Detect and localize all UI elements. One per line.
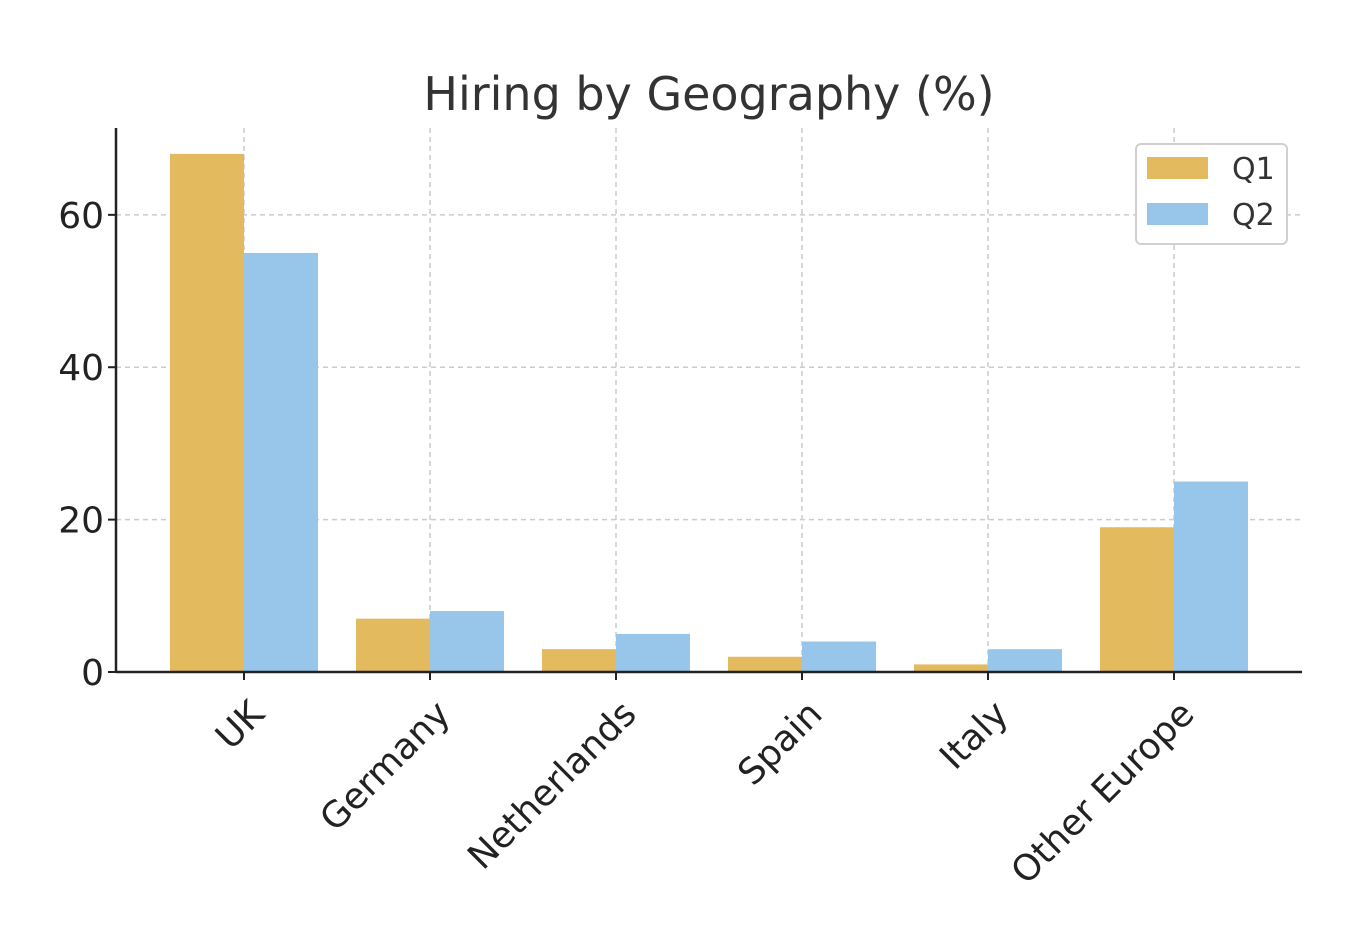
bar-q2-other-europe	[1174, 481, 1248, 672]
bar-q2-uk	[244, 252, 318, 672]
bar-q1-germany	[356, 618, 430, 672]
bar-q1-uk	[170, 153, 244, 672]
x-tick-label: UK	[208, 692, 273, 757]
legend-swatch-q2	[1147, 203, 1208, 225]
y-tick-label: 20	[58, 501, 104, 542]
x-tick-label: Italy	[932, 693, 1016, 777]
bar-q1-spain	[728, 656, 802, 672]
bar-q1-other-europe	[1100, 527, 1174, 672]
bar-q2-netherlands	[616, 633, 690, 672]
bar-q2-spain	[802, 641, 876, 672]
legend-swatch-q1	[1147, 157, 1208, 179]
bar-q2-italy	[988, 649, 1062, 672]
bar-q1-netherlands	[542, 649, 616, 672]
x-tick-label: Germany	[312, 693, 458, 839]
bar-q1-italy	[914, 664, 988, 672]
x-tick-label: Netherlands	[460, 693, 644, 877]
legend-label-q2: Q2	[1232, 198, 1275, 233]
x-tick-label: Other Europe	[1004, 693, 1203, 892]
y-tick-label: 40	[58, 348, 104, 389]
bars	[170, 153, 1248, 672]
y-tick-label: 0	[81, 653, 104, 694]
x-tick-label: Spain	[730, 693, 830, 793]
legend-label-q1: Q1	[1232, 152, 1275, 187]
axes	[108, 128, 1302, 680]
y-tick-label: 60	[58, 196, 104, 237]
chart-title: Hiring by Geography (%)	[423, 67, 994, 121]
bar-q2-germany	[430, 611, 504, 672]
